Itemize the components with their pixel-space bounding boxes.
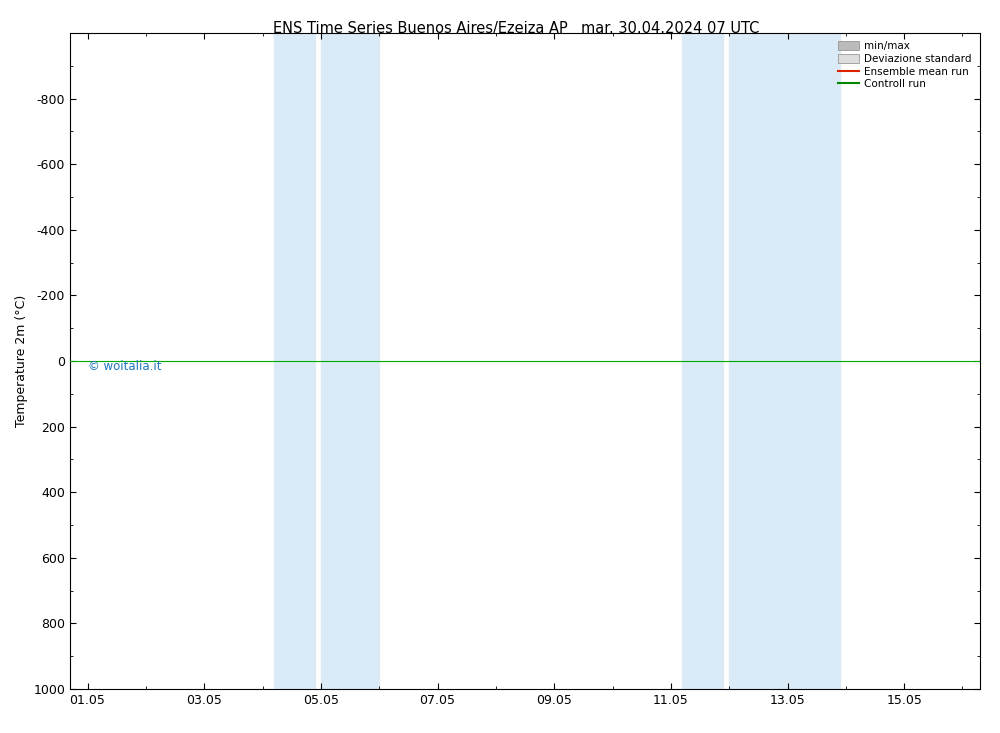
Bar xyxy=(321,33,379,689)
Bar xyxy=(682,33,723,689)
Text: ENS Time Series Buenos Aires/Ezeiza AP: ENS Time Series Buenos Aires/Ezeiza AP xyxy=(273,21,567,35)
Bar xyxy=(274,33,315,689)
Bar xyxy=(729,33,840,689)
Text: © woitalia.it: © woitalia.it xyxy=(88,360,162,372)
Legend: min/max, Deviazione standard, Ensemble mean run, Controll run: min/max, Deviazione standard, Ensemble m… xyxy=(834,37,976,93)
Text: mar. 30.04.2024 07 UTC: mar. 30.04.2024 07 UTC xyxy=(581,21,759,35)
Y-axis label: Temperature 2m (°C): Temperature 2m (°C) xyxy=(15,295,28,427)
